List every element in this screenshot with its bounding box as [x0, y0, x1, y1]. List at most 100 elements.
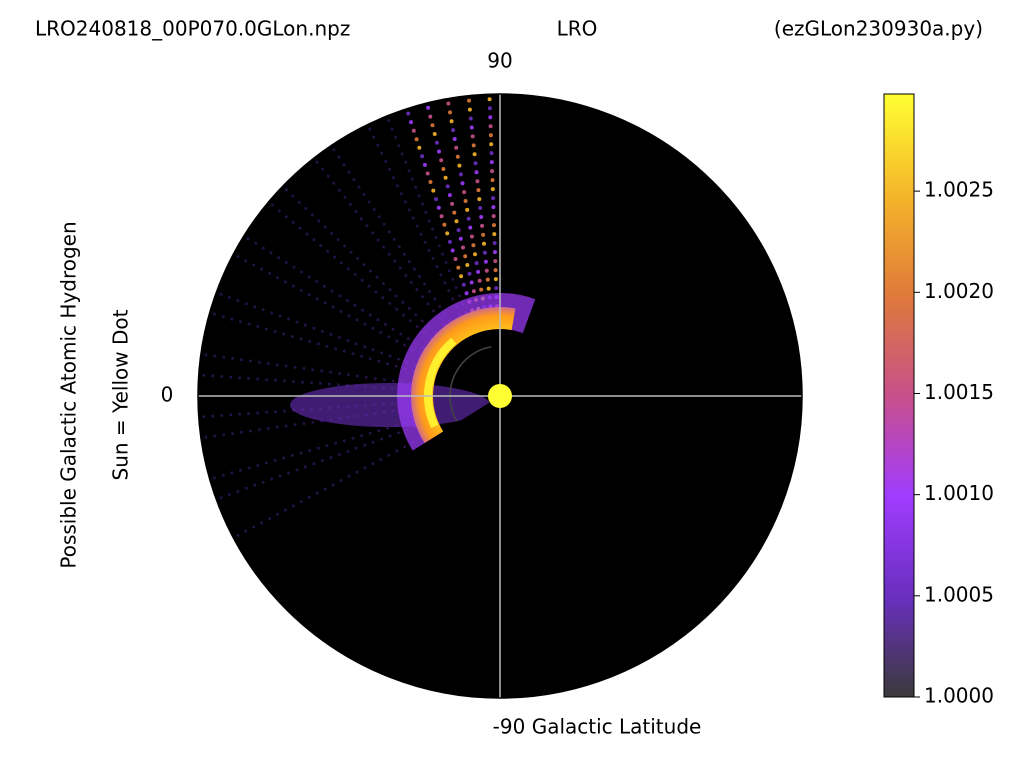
emission-dot: [469, 234, 474, 239]
emission-dot: [415, 224, 419, 228]
emission-dot: [315, 280, 319, 283]
emission-dot: [444, 261, 448, 264]
emission-dot: [459, 274, 464, 279]
emission-dot: [463, 254, 468, 259]
emission-dot: [276, 512, 279, 516]
emission-dot: [316, 342, 320, 346]
emission-dot: [213, 354, 217, 358]
emission-dot: [477, 197, 482, 202]
emission-dot: [408, 319, 412, 323]
emission-dot: [475, 179, 480, 184]
emission-dot: [410, 177, 414, 181]
emission-dot: [315, 297, 319, 301]
emission-dot: [290, 454, 294, 457]
emission-dot: [390, 127, 394, 131]
emission-dot: [261, 246, 265, 250]
emission-dot: [386, 362, 389, 366]
emission-dot: [392, 237, 396, 241]
emission-ring: [411, 307, 516, 444]
emission-dot: [404, 273, 408, 277]
emission-dot: [407, 208, 411, 212]
emission-dot: [274, 410, 277, 414]
emission-dot: [461, 282, 466, 287]
emission-dot: [397, 357, 400, 361]
emission-dot: [290, 335, 294, 338]
emission-dot: [465, 207, 470, 212]
emission-dot: [394, 135, 397, 139]
emission-dot: [292, 380, 295, 384]
emission-dot: [308, 449, 312, 453]
emission-dot: [479, 287, 484, 292]
emission-dot: [307, 495, 311, 499]
emission-dot: [468, 116, 473, 121]
emission-dot: [222, 355, 226, 359]
emission-dot: [302, 366, 306, 370]
emission-dot: [388, 288, 392, 292]
emission-dot: [437, 244, 441, 248]
emission-dot: [425, 171, 430, 176]
emission-dot: [353, 303, 357, 307]
emission-dot: [467, 107, 472, 112]
emission-dot: [337, 336, 341, 339]
emission-dot: [334, 441, 338, 445]
emission-dot: [493, 250, 497, 255]
title-center: LRO: [557, 17, 598, 41]
emission-dot: [369, 269, 372, 273]
emission-dot: [363, 345, 367, 349]
emission-dot: [247, 466, 251, 470]
emission-dot: [319, 244, 323, 248]
emission-dot: [320, 329, 324, 333]
emission-dot: [329, 332, 333, 336]
emission-dot: [221, 473, 225, 477]
emission-dot: [446, 101, 451, 106]
emission-dot: [351, 436, 355, 440]
emission-dot: [374, 290, 378, 294]
emission-dot: [244, 259, 248, 263]
emission-dot: [236, 489, 240, 493]
emission-dot: [421, 202, 424, 206]
emission-dot: [387, 252, 391, 256]
emission-dot: [329, 456, 333, 460]
emission-dot: [434, 197, 438, 202]
title-right: (ezGLon230930a.py): [774, 17, 983, 41]
emission-dot: [480, 223, 485, 228]
emission-dot: [492, 223, 496, 228]
emission-dot: [252, 263, 256, 267]
emission-dot: [452, 210, 457, 215]
emission-dot: [428, 290, 431, 293]
emission-dot: [302, 422, 306, 426]
emission-dot: [381, 296, 385, 300]
emission-dot: [284, 364, 288, 368]
emission-dot: [283, 508, 287, 512]
emission-dot: [323, 284, 326, 288]
emission-dot: [414, 313, 418, 317]
emission-dot: [450, 248, 455, 253]
emission-dot: [273, 459, 277, 462]
emission-dot: [343, 195, 347, 199]
emission-dot: [336, 383, 340, 387]
emission-dot: [434, 140, 439, 145]
emission-dot: [299, 288, 303, 292]
emission-dot: [426, 302, 430, 306]
emission-dot: [213, 434, 217, 438]
emission-dot: [264, 327, 268, 331]
emission-dot: [380, 351, 384, 355]
emission-dot: [457, 163, 462, 168]
emission-dot: [485, 277, 490, 282]
emission-dot: [439, 273, 443, 277]
emission-dot: [488, 115, 493, 120]
emission-dot: [398, 266, 402, 270]
emission-dot: [284, 215, 288, 219]
emission-dot: [487, 106, 492, 111]
emission-dot: [330, 289, 334, 293]
emission-dot: [427, 219, 431, 223]
emission-dot: [377, 215, 381, 219]
emission-dot: [489, 142, 494, 147]
emission-dot: [283, 409, 286, 413]
emission-dot: [371, 231, 375, 235]
emission-dot: [483, 259, 488, 264]
emission-dot: [270, 311, 274, 315]
emission-dot: [379, 457, 383, 461]
emission-dot: [219, 496, 223, 500]
